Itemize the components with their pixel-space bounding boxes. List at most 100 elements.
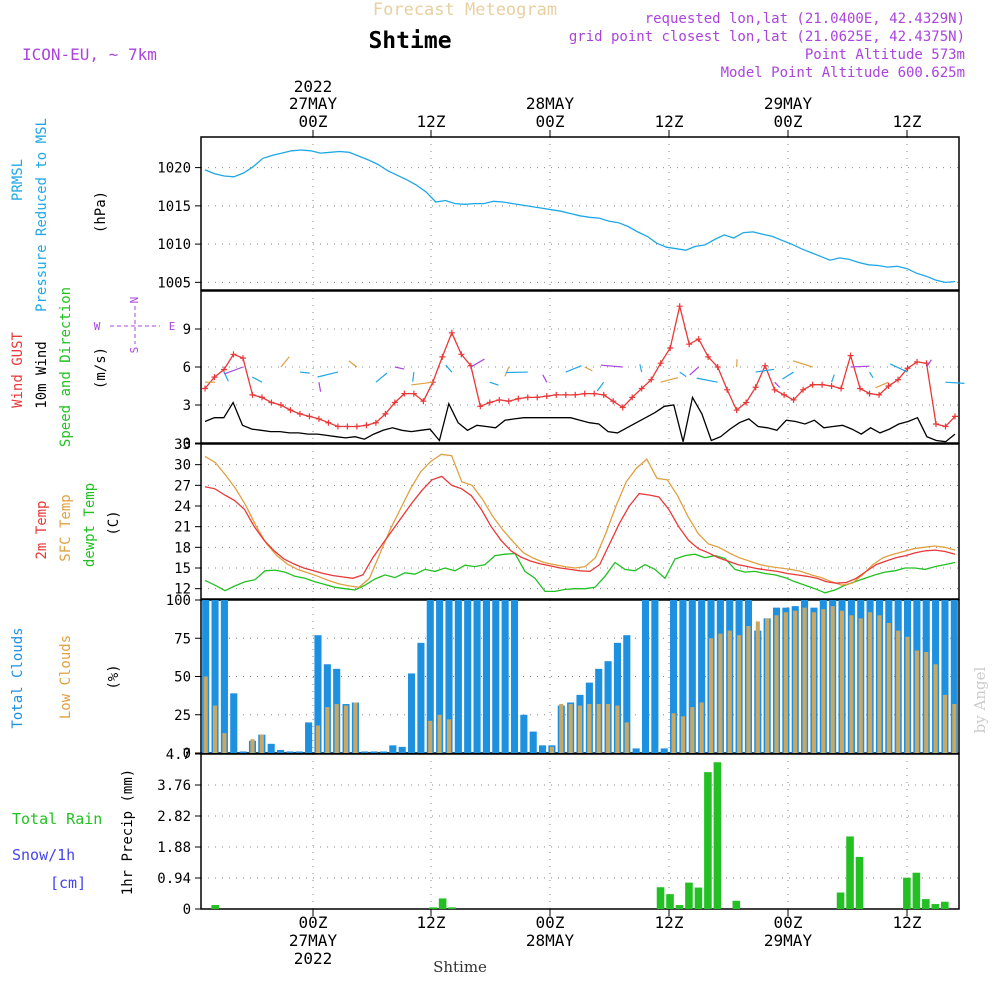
p4-ytick-label-1: 25 [174,708,191,724]
wind-direction-arrow [792,360,813,368]
gust-marker [885,383,892,389]
low-clouds-bar [428,720,433,753]
low-clouds-bar [746,626,751,753]
top-hour-4: 12Z [655,112,684,131]
gust-marker [809,381,816,388]
p4-ytick-label-4: 100 [166,593,191,609]
p2-ytick-label-0: 0 [183,436,191,452]
p5-ytick-label-3: 2.82 [157,809,191,825]
p3-ytick-label-3: 21 [174,520,191,536]
total-clouds-bar [230,693,238,753]
gust-marker [629,394,636,401]
precip-bar [713,762,722,909]
gust-marker [534,394,541,401]
total-clouds-bar [950,600,958,753]
bottom-hour-6: 12Z [893,913,922,932]
total-clouds-bar [361,751,369,753]
gust-marker [705,353,712,360]
total-clouds-bar [286,751,294,753]
top-hour-5: 00Z [774,112,803,131]
pressure-line [204,149,956,284]
p1-label-b: Pressure Reduced to MSL [34,118,50,312]
low-clouds-bar [933,664,938,753]
low-clouds-bar [886,622,891,753]
gust-marker [382,410,389,417]
bottom-hour-3: 00Z [536,913,565,932]
point-altitude: Point Altitude 573m [805,47,965,63]
p3-ytick-label-2: 18 [174,540,191,556]
p3-ytick-label-5: 27 [174,478,191,494]
p3-ytick-label-1: 15 [174,561,191,577]
watermark: by Angel [971,666,989,733]
gust-marker [391,399,398,406]
low-clouds-bar [437,714,442,753]
gust-marker [496,396,503,403]
total-clouds-bar [688,600,696,753]
gust-marker [638,385,645,392]
total-clouds-bar [520,714,528,753]
p4-unit: (%) [106,664,122,689]
wind-direction-arrow [945,381,965,384]
low-clouds-bar [708,638,714,753]
p1-frame [200,136,960,291]
low-clouds-bar [755,621,760,753]
low-clouds-bar [446,719,452,753]
wind-direction-arrow [584,366,593,372]
gust-marker [553,391,560,398]
wind-direction-arrow [782,371,794,380]
dewpt-temp-line [204,552,956,594]
total-clouds-bar [613,642,621,753]
p5-ytick-label-2: 1.88 [157,840,191,856]
gust-marker [448,329,455,336]
p5-label-cm: [cm] [50,874,86,892]
sfc-temp-line [204,453,956,588]
gust-marker [334,423,341,430]
gust-marker [904,365,911,372]
top-hour-6: 12Z [893,112,922,131]
total-clouds-bar [370,751,378,753]
precip-bar [912,872,921,909]
low-clouds-bar [924,652,929,753]
precip-bar [675,905,684,909]
p3-ytick-label-6: 30 [174,458,191,474]
wind-direction-arrow [774,381,781,388]
low-clouds-bar [549,746,554,753]
wind-direction-arrow [317,371,339,378]
low-clouds-bar [315,725,321,753]
low-clouds-bar [765,618,770,753]
low-clouds-bar [718,633,723,753]
wind-direction-arrow [926,359,932,368]
p1-ytick-label-2: 1015 [157,199,191,215]
gust-marker [762,362,769,369]
total-clouds-bar [501,600,509,753]
top-hour-3: 00Z [536,112,565,131]
precip-bar [836,892,845,909]
p4-ytick-label-0: 0 [183,746,191,762]
wind-direction-arrow [348,360,358,368]
total-clouds-bar [220,600,228,753]
precip-bar [940,901,949,909]
wind-direction-arrow [660,376,679,383]
gust-marker [600,391,607,398]
total-clouds-bar [529,731,537,753]
p3-label-dew: dewpt Temp [82,483,98,567]
top-hour-2: 12Z [417,112,446,131]
wind-direction-arrow [889,363,908,373]
low-clouds-bar [802,607,807,753]
gust-marker [952,413,958,420]
total-clouds-bar [379,751,388,753]
total-clouds-bar [398,746,406,753]
compass-e: E [169,320,176,333]
gust-marker [933,421,940,427]
total-clouds-bar [679,600,687,753]
gust-marker [857,385,864,392]
gust-marker [771,386,778,393]
p3-frame [200,443,960,600]
total-clouds-bar [660,748,668,753]
gust-marker [420,398,427,405]
low-clouds-bar [774,615,779,753]
p2-ytick-label-3: 9 [183,322,191,338]
gust-marker [363,422,370,429]
gust-marker [686,341,693,348]
gust-marker [277,402,284,408]
